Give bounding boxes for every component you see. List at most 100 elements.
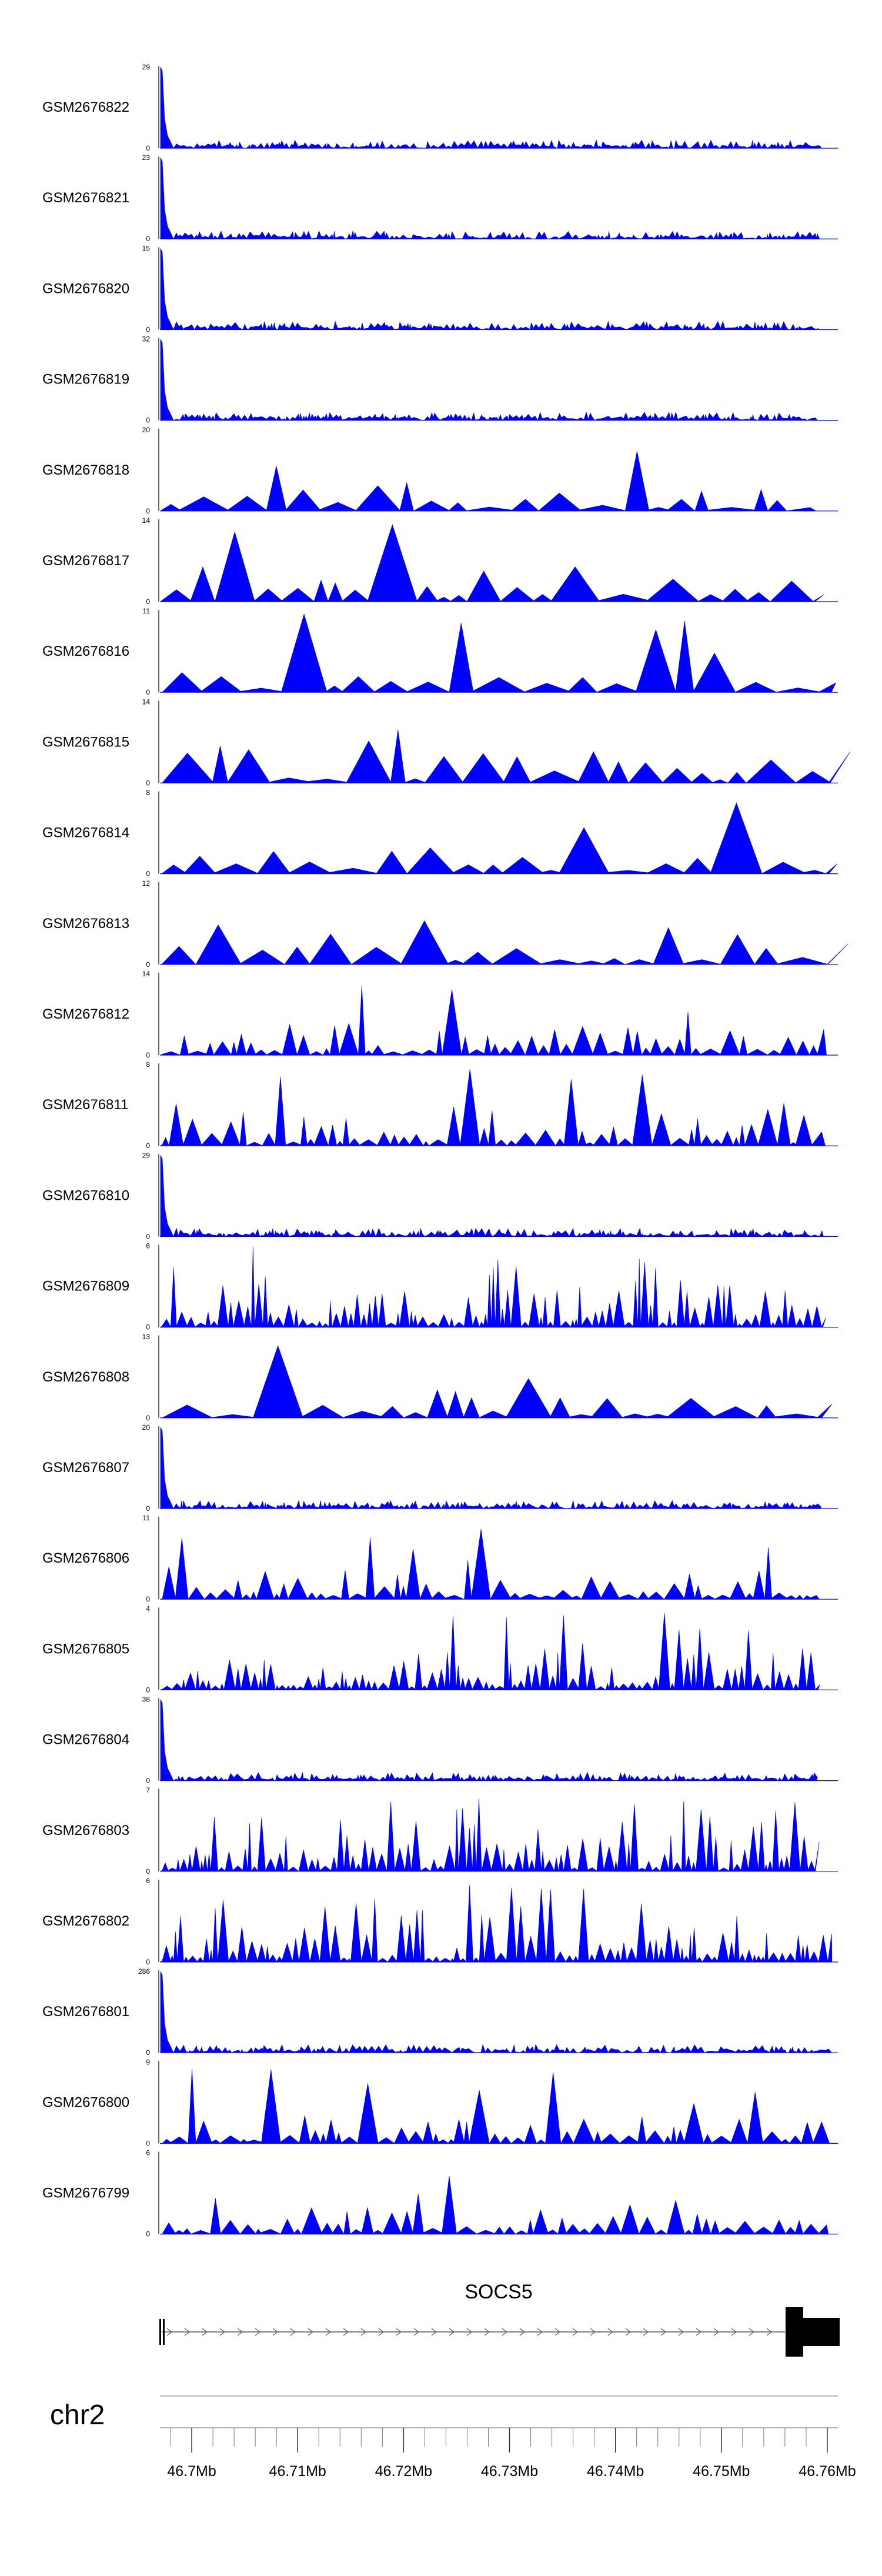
y-min-label: 0 [146, 2048, 150, 2057]
track-GSM2676816: GSM2676816 11 0 [42, 607, 838, 696]
y-min-label: 0 [146, 2230, 150, 2238]
strand-arrow [625, 2328, 632, 2336]
y-min-label: 0 [146, 1504, 150, 1513]
strand-arrow [466, 2328, 473, 2336]
strand-arrow [696, 2328, 702, 2336]
y-min-label: 0 [146, 1958, 150, 1966]
y-max-label: 9 [146, 2058, 150, 2066]
track-GSM2676817: GSM2676817 14 0 [42, 516, 838, 606]
track-label: GSM2676816 [42, 643, 129, 659]
track-label: GSM2676821 [42, 190, 129, 206]
track-label: GSM2676814 [42, 825, 129, 841]
y-min-label: 0 [146, 1595, 150, 1603]
track-GSM2676819: GSM2676819 32 0 [42, 335, 838, 425]
y-max-label: 7 [146, 1786, 150, 1794]
strand-arrow [713, 2328, 720, 2336]
coverage-area [160, 1345, 833, 1419]
y-min-label: 0 [146, 1142, 150, 1150]
track-GSM2676815: GSM2676815 14 0 [42, 698, 851, 787]
strand-arrow [449, 2328, 455, 2336]
y-min-label: 0 [146, 2139, 150, 2147]
track-label: GSM2676808 [42, 1369, 129, 1385]
track-label: GSM2676809 [42, 1279, 129, 1294]
coverage-area [160, 985, 827, 1056]
y-max-label: 32 [142, 335, 151, 343]
coverage-area [159, 1798, 820, 1872]
y-min-label: 0 [146, 1777, 150, 1785]
y-max-label: 14 [142, 698, 151, 706]
y-min-label: 0 [146, 1232, 150, 1240]
track-label: GSM2676801 [42, 2004, 129, 2020]
track-GSM2676810: GSM2676810 29 0 [42, 1151, 838, 1240]
y-max-label: 4 [146, 1604, 150, 1613]
tick-label: 46.7Mb [167, 2463, 216, 2480]
track-label: GSM2676820 [42, 281, 129, 296]
coverage-area [160, 2069, 830, 2144]
track-GSM2676821: GSM2676821 23 0 [42, 154, 838, 243]
track-GSM2676802: GSM2676802 6 0 [42, 1877, 838, 1966]
track-GSM2676801: GSM2676801 286 0 [42, 1967, 838, 2057]
y-min-label: 0 [146, 235, 150, 243]
y-min-label: 0 [146, 598, 150, 606]
coverage-area [160, 920, 848, 965]
track-label: GSM2676812 [42, 1006, 129, 1022]
strand-arrow [607, 2328, 614, 2336]
track-label: GSM2676811 [42, 1097, 128, 1113]
track-label: GSM2676810 [42, 1187, 129, 1203]
coverage-area [160, 66, 821, 149]
coverage-area [160, 1529, 820, 1600]
utr-block [803, 2318, 840, 2346]
strand-arrow [431, 2328, 437, 2336]
y-max-label: 11 [143, 1514, 151, 1522]
coverage-area [160, 613, 837, 693]
track-GSM2676822: GSM2676822 29 0 [42, 63, 838, 152]
coverage-area [160, 1699, 818, 1781]
track-GSM2676813: GSM2676813 12 0 [42, 879, 848, 969]
track-label: GSM2676806 [42, 1550, 129, 1566]
tick-label: 46.71Mb [269, 2463, 326, 2480]
y-max-label: 14 [142, 970, 151, 978]
track-GSM2676814: GSM2676814 8 0 [42, 789, 838, 878]
exon [786, 2307, 803, 2357]
strand-arrow [378, 2328, 385, 2336]
y-min-label: 0 [146, 144, 150, 152]
track-GSM2676808: GSM2676808 13 0 [42, 1333, 838, 1422]
coverage-area [160, 451, 817, 512]
coverage-area [160, 2175, 829, 2235]
coverage-area [159, 1069, 826, 1146]
track-label: GSM2676803 [42, 1823, 129, 1838]
strand-arrow [202, 2328, 208, 2336]
y-max-label: 23 [142, 154, 151, 162]
y-max-label: 6 [146, 1877, 150, 1885]
gene-track: SOCS5 [159, 2281, 840, 2357]
track-GSM2676811: GSM2676811 8 0 [42, 1060, 838, 1150]
track-label: GSM2676818 [42, 462, 129, 478]
chromosome-label: chr2 [50, 2400, 105, 2431]
y-min-label: 0 [146, 507, 150, 515]
track-GSM2676812: GSM2676812 14 0 [42, 970, 838, 1059]
tick-label: 46.75Mb [693, 2463, 750, 2480]
strand-arrow [502, 2328, 508, 2336]
strand-arrow [308, 2328, 314, 2336]
track-label: GSM2676802 [42, 1913, 129, 1929]
gene-name: SOCS5 [465, 2281, 532, 2303]
y-max-label: 29 [142, 1151, 151, 1159]
genome-axis: chr2 46.7Mb 46.71Mb 46.72Mb 46.73Mb 46.74Mb 46… [50, 2395, 856, 2480]
strand-arrow [396, 2328, 402, 2336]
y-max-label: 8 [146, 789, 150, 797]
strand-arrow [237, 2328, 243, 2336]
track-label: GSM2676799 [42, 2185, 129, 2201]
y-max-label: 14 [142, 516, 151, 525]
strand-arrow [660, 2328, 667, 2336]
coverage-area [160, 339, 818, 421]
track-label: GSM2676805 [42, 1641, 129, 1657]
track-GSM2676799: GSM2676799 6 0 [42, 2149, 838, 2238]
strand-arrow [678, 2328, 684, 2336]
coverage-area [160, 1155, 825, 1237]
coverage-area [160, 729, 851, 783]
strand-arrow [749, 2328, 755, 2336]
strand-arrow [731, 2328, 737, 2336]
y-min-label: 0 [146, 960, 150, 969]
y-max-label: 20 [142, 426, 151, 434]
y-max-label: 286 [138, 1967, 150, 1976]
